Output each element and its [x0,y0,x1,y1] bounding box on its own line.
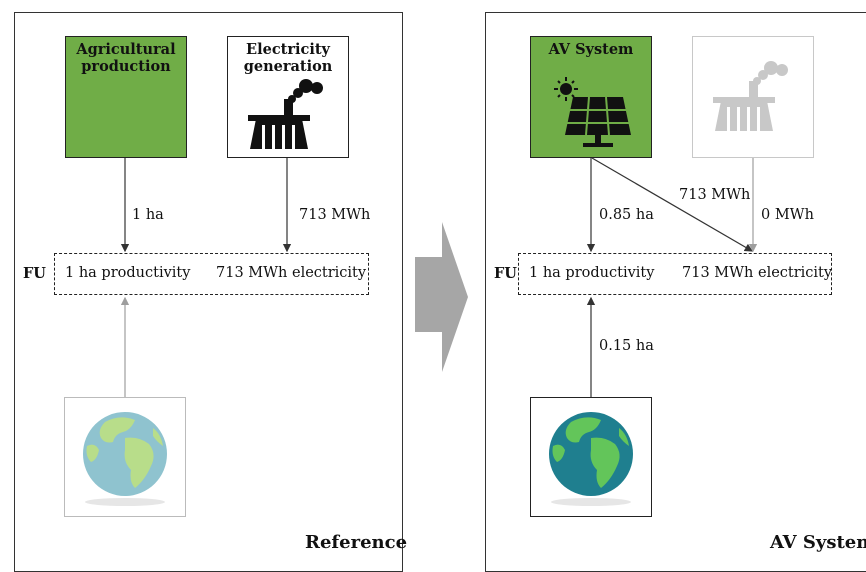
transition-arrow-icon [415,222,468,372]
earth-globe-icon-av [549,412,633,506]
fu-electricity-reference: 713 MWh electricity [216,265,367,281]
fu-electricity-av: 713 MWh electricity [682,265,833,281]
arrow-av-electricity-to-fu [591,157,754,252]
agricultural-production-label: Agricultural production [76,41,176,75]
av-system-label: AV System [548,41,634,58]
sun-icon [554,77,578,101]
flow-arrows [120,157,758,397]
edge-label-land: 1 ha [132,207,164,223]
earth-globe-icon [83,412,167,506]
electricity-generation-label: Electricity generation [243,41,333,75]
solar-panel-icon [554,77,631,147]
av-system-box: AV System [530,36,652,158]
fu-productivity-av: 1 ha productivity [529,265,655,281]
agricultural-production-box: Agricultural production [65,36,187,158]
edge-label-electricity: 713 MWh [299,207,371,223]
electricity-generation-box: Electricity generation [227,36,349,158]
functional-unit-box-av: 1 ha productivity 713 MWh electricity [518,253,832,295]
fu-label-reference: FU [23,265,46,282]
edge-label-grid-electricity: 0 MWh [761,207,814,223]
edge-label-av-electricity: 713 MWh [679,187,751,203]
footer-reference: Reference [305,532,408,553]
globe-box-reference [64,397,186,517]
footer-av: AV System [770,532,866,553]
fu-label-av: FU [494,265,517,282]
edge-label-av-land: 0.85 ha [599,207,654,223]
faded-electricity-box [692,36,814,158]
power-plant-icon-faded [713,61,788,131]
globe-box-av [530,397,652,517]
functional-unit-box-reference: 1 ha productivity 713 MWh electricity [54,253,369,295]
edge-label-additional-land: 0.15 ha [599,338,654,354]
power-plant-icon [248,79,323,149]
fu-productivity-reference: 1 ha productivity [65,265,191,281]
